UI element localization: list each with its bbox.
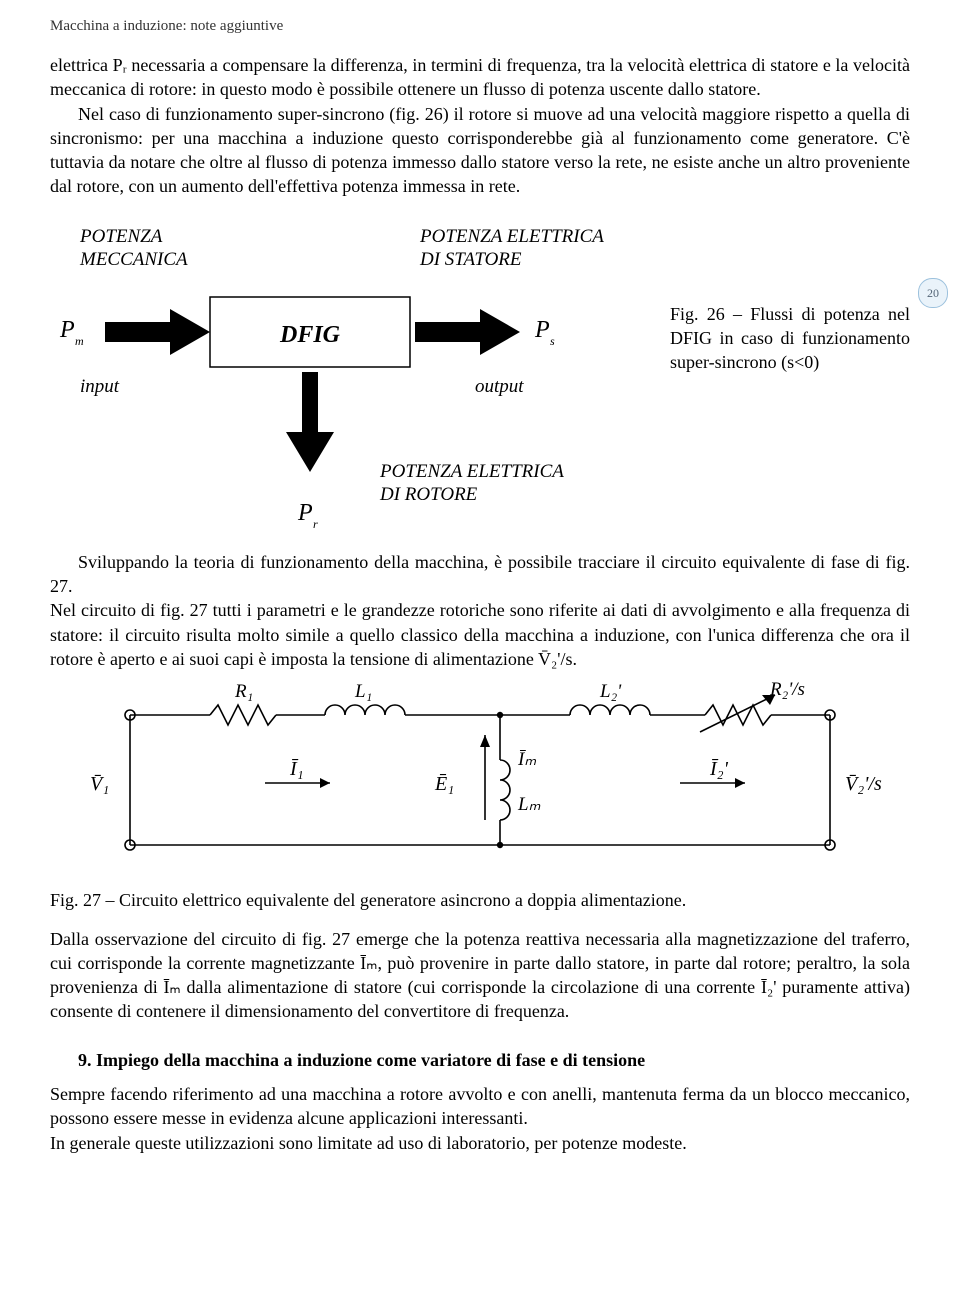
fig26-potrot1: POTENZA ELETTRICA <box>379 461 564 482</box>
paragraph-3: Sviluppando la teoria di funzionamento d… <box>50 550 910 599</box>
section-9-title: 9. Impiego della macchina a induzione co… <box>50 1048 910 1072</box>
page-header: Macchina a induzione: note aggiuntive <box>50 18 910 35</box>
paragraph-6: Sempre facendo riferimento ad una macchi… <box>50 1082 910 1131</box>
paragraph-2: Nel caso di funzionamento super-sincrono… <box>50 102 910 199</box>
fig26-pr: P <box>297 500 313 526</box>
fig26-output: output <box>475 376 524 397</box>
fig27-I2: Ī₂' <box>709 758 729 780</box>
fig27-L2: L₂' <box>599 681 622 702</box>
figure-27-svg: R₁ L₁ L₂' R₂'/s V̄₁ Ē₁ V̄₂'/s Īₘ Lₘ Ī₁ Ī… <box>70 675 890 875</box>
figure-26-caption: Fig. 26 – Flussi di potenza nel DFIG in … <box>670 217 910 375</box>
fig26-arrow-pr <box>286 372 334 472</box>
fig26-potstat1: POTENZA ELETTRICA <box>419 226 604 247</box>
figure-26: POTENZA MECCANICA POTENZA ELETTRICA DI S… <box>50 217 910 542</box>
fig26-input: input <box>80 376 120 397</box>
fig26-ps: P <box>534 317 550 343</box>
fig27-V2: V̄₂'/s <box>845 773 882 795</box>
fig26-potmecc1: POTENZA <box>79 226 163 247</box>
fig26-potstat2: DI STATORE <box>419 249 522 270</box>
figure-27-caption: Fig. 27 – Circuito elettrico equivalente… <box>50 888 910 912</box>
fig26-potmecc2: MECCANICA <box>79 249 188 270</box>
fig27-L1: L₁ <box>354 681 372 702</box>
fig26-pm-sub: m <box>75 334 84 348</box>
page-number-badge: 20 <box>918 278 948 308</box>
page: Macchina a induzione: note aggiuntive el… <box>0 0 960 1195</box>
fig27-R1: R₁ <box>234 681 253 702</box>
fig27-Lm: Lₘ <box>517 794 541 815</box>
fig26-pr-sub: r <box>313 517 318 531</box>
fig26-dfig-label: DFIG <box>279 322 341 348</box>
paragraph-7: In generale queste utilizzazioni sono li… <box>50 1131 910 1155</box>
fig26-potrot2: DI ROTORE <box>379 484 478 505</box>
fig27-I1: Ī₁ <box>289 758 304 780</box>
figure-26-svg: POTENZA MECCANICA POTENZA ELETTRICA DI S… <box>50 217 670 537</box>
fig26-arrow-ps <box>415 309 520 355</box>
figure-27: R₁ L₁ L₂' R₂'/s V̄₁ Ē₁ V̄₂'/s Īₘ Lₘ Ī₁ Ī… <box>50 675 910 880</box>
fig27-R2: R₂'/s <box>769 679 805 700</box>
paragraph-4: Nel circuito di fig. 27 tutti i parametr… <box>50 598 910 671</box>
fig26-ps-sub: s <box>550 334 555 348</box>
fig27-Im: Īₘ <box>517 749 536 770</box>
paragraph-1: elettrica Pᵣ necessaria a compensare la … <box>50 53 910 102</box>
fig27-E1: Ē₁ <box>434 773 454 795</box>
fig26-pm: P <box>59 317 75 343</box>
fig26-arrow-in <box>105 309 210 355</box>
paragraph-5: Dalla osservazione del circuito di fig. … <box>50 927 910 1024</box>
fig27-V1: V̄₁ <box>90 773 109 795</box>
